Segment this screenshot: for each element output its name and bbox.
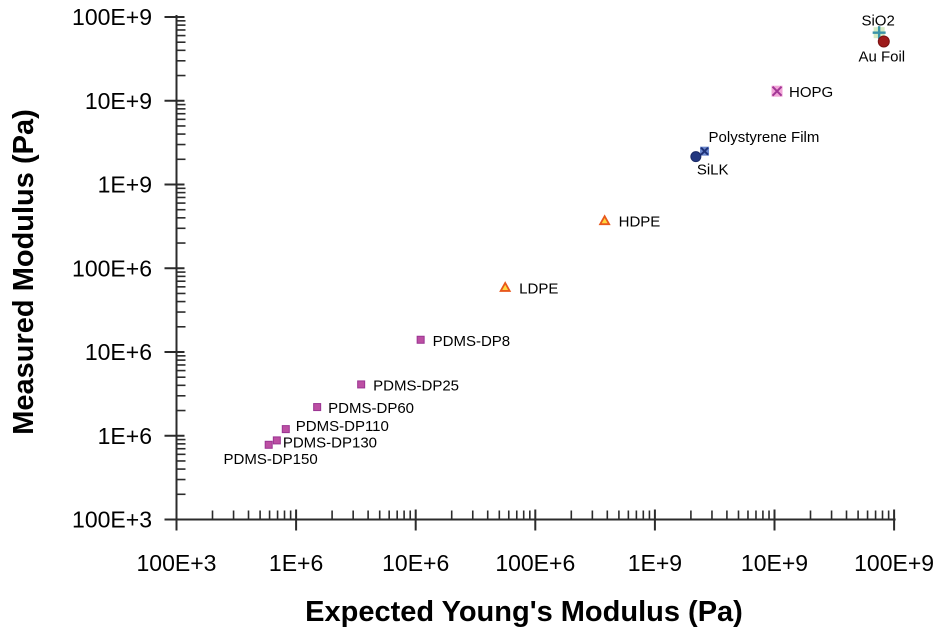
x-tick-label: 10E+6 bbox=[382, 550, 449, 576]
y-tick-label: 100E+9 bbox=[72, 4, 152, 30]
x-axis-title: Expected Young's Modulus (Pa) bbox=[305, 596, 743, 628]
y-tick-label: 1E+6 bbox=[98, 423, 152, 449]
data-point-label-pdms-dp60: PDMS-DP60 bbox=[328, 400, 414, 417]
data-point-pdms-dp25 bbox=[357, 380, 366, 389]
data-point-label-sio2: SiO2 bbox=[861, 13, 894, 30]
data-point-pdms-dp150 bbox=[264, 440, 273, 449]
y-tick-label: 100E+6 bbox=[72, 255, 152, 281]
data-point-label-pdms-dp25: PDMS-DP25 bbox=[373, 377, 459, 394]
data-point-label-pdms-dp110: PDMS-DP110 bbox=[296, 418, 389, 435]
data-point-label-pdms-dp130: PDMS-DP130 bbox=[283, 434, 377, 451]
data-point-au-foil bbox=[877, 35, 890, 48]
y-tick-label: 10E+9 bbox=[85, 88, 152, 114]
data-point-label-silk: SiLK bbox=[697, 162, 729, 179]
data-point-pdms-dp130 bbox=[272, 436, 281, 445]
data-point-hopg bbox=[771, 85, 783, 97]
x-tick-label: 1E+6 bbox=[269, 550, 323, 576]
x-tick-label: 10E+9 bbox=[741, 550, 808, 576]
data-point-pdms-dp8 bbox=[416, 335, 425, 344]
data-point-sio2 bbox=[872, 26, 886, 40]
x-tick-label: 100E+6 bbox=[495, 550, 575, 576]
data-point-label-ldpe: LDPE bbox=[519, 280, 558, 297]
data-point-polystyrene-film bbox=[700, 146, 710, 156]
x-tick-label: 1E+9 bbox=[628, 550, 682, 576]
x-tick-label: 100E+3 bbox=[137, 550, 217, 576]
data-point-label-hopg: HOPG bbox=[789, 84, 833, 101]
data-point-pdms-dp60 bbox=[313, 403, 322, 412]
data-point-label-pdms-dp8: PDMS-DP8 bbox=[433, 333, 511, 350]
data-point-silk bbox=[690, 151, 702, 163]
y-tick-label: 100E+3 bbox=[72, 507, 152, 533]
data-point-pdms-dp110 bbox=[281, 425, 290, 434]
data-point-ldpe bbox=[499, 281, 512, 292]
data-point-label-au-foil: Au Foil bbox=[858, 48, 905, 65]
data-point-label-hdpe: HDPE bbox=[619, 214, 661, 231]
y-tick-label: 10E+6 bbox=[85, 339, 152, 365]
y-axis-title: Measured Modulus (Pa) bbox=[8, 109, 40, 435]
y-tick-label: 1E+9 bbox=[98, 172, 152, 198]
x-tick-label: 100E+9 bbox=[854, 550, 934, 576]
data-point-label-polystyrene-film: Polystyrene Film bbox=[709, 129, 820, 146]
data-point-label-pdms-dp150: PDMS-DP150 bbox=[223, 451, 317, 468]
data-point-hdpe bbox=[598, 214, 611, 226]
